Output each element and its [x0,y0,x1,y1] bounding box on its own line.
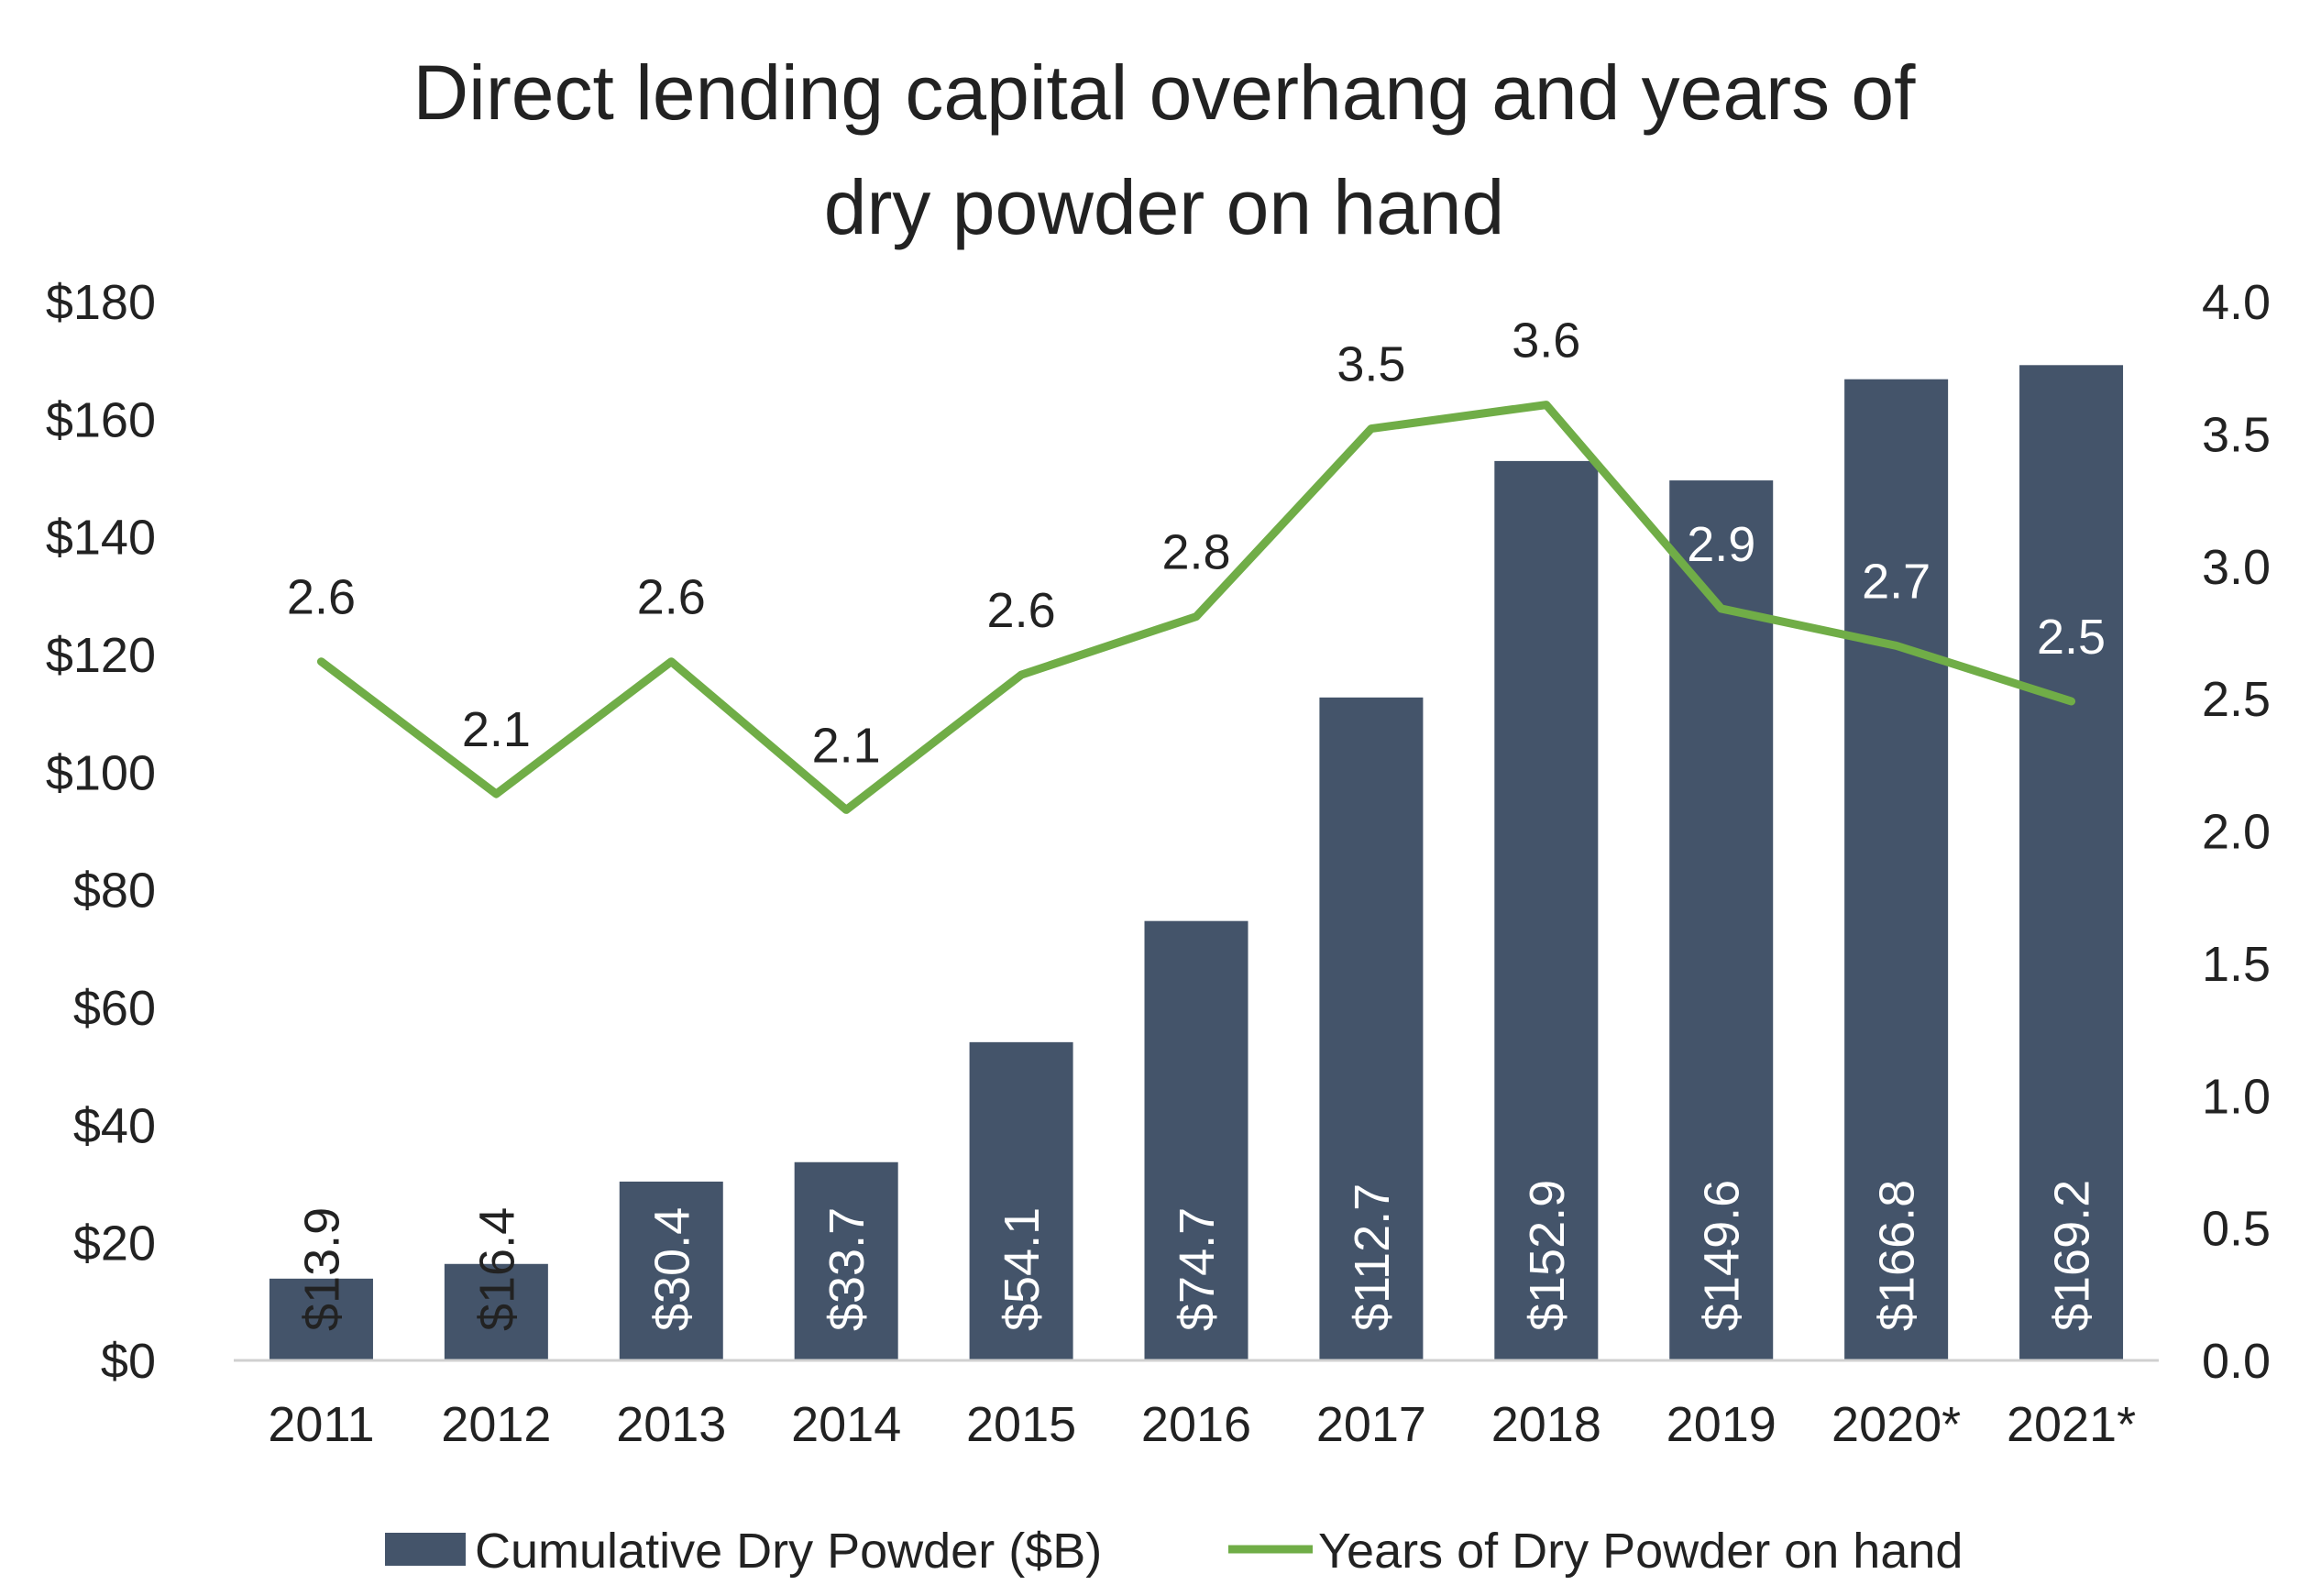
right-tick-label: 3.0 [2202,540,2271,595]
line-data-label: 2.6 [987,583,1056,638]
line-data-label: 2.8 [1161,525,1230,580]
x-category-label: 2016 [1141,1397,1251,1452]
legend-swatch-bar [385,1533,466,1566]
x-category-label: 2020* [1832,1397,1961,1452]
right-y-axis: 0.0 0.5 1.0 1.5 2.0 2.5 3.0 3.5 4.0 [2202,275,2271,1389]
left-tick-label: $100 [46,745,156,800]
right-tick-label: 0.5 [2202,1202,2271,1257]
line-data-label: 3.6 [1512,314,1580,369]
bar-data-label: $149.6 [1695,1180,1750,1331]
x-category-label: 2018 [1491,1397,1601,1452]
x-category-label: 2017 [1316,1397,1426,1452]
bar-data-labels: $13.9 $16.4 $30.4 $33.7 $54.1 $74.7 $112.7 $152… [294,1180,2099,1331]
left-tick-label: $120 [46,628,156,683]
right-tick-label: 4.0 [2202,275,2271,330]
legend-label-line: Years of Dry Powder on hand [1318,1524,1963,1579]
bar [969,1041,1073,1360]
left-tick-label: $40 [73,1098,156,1153]
left-tick-label: $160 [46,392,156,447]
right-tick-label: 1.0 [2202,1069,2271,1124]
bar [794,1161,898,1360]
bar [1844,379,1949,1361]
bar-data-label: $33.7 [820,1207,874,1331]
right-tick-label: 2.0 [2202,805,2271,860]
x-category-label: 2021* [2007,1397,2136,1452]
x-category-label: 2011 [268,1397,374,1452]
bar-series [269,365,2124,1361]
right-tick-label: 3.5 [2202,407,2271,462]
line-data-label: 2.7 [1862,554,1930,609]
left-tick-label: $140 [46,511,156,566]
legend: Cumulative Dry Powder ($B) Years of Dry … [385,1524,1963,1579]
x-category-label: 2013 [616,1397,726,1452]
line-series [316,401,2076,814]
x-category-label: 2015 [966,1397,1076,1452]
left-tick-label: $20 [73,1216,156,1271]
bar [619,1181,723,1360]
bar [1494,460,1599,1360]
bar [269,1278,373,1360]
legend-label-bar: Cumulative Dry Powder ($B) [475,1524,1102,1579]
line-data-label: 3.5 [1336,337,1405,392]
bar [1669,480,1774,1360]
bar-data-label: $30.4 [644,1207,699,1331]
right-tick-label: 2.5 [2202,672,2271,727]
chart-title-line-2: dry powder on hand [824,164,1505,250]
line-data-label: 2.5 [2037,610,2106,665]
left-tick-label: $0 [101,1334,156,1389]
line-data-label: 2.6 [287,570,356,625]
right-tick-label: 1.5 [2202,937,2271,992]
bar-data-label: $13.9 [294,1207,349,1331]
bar-data-label: $166.8 [1870,1180,1925,1331]
line-data-labels: 2.6 2.1 2.6 2.1 2.6 2.8 3.5 3.6 2.9 2.7 2.5 [287,314,2106,774]
bar [444,1263,548,1360]
bar-data-label: $16.4 [469,1207,524,1331]
bar-data-label: $152.9 [1520,1180,1575,1331]
bar-data-label: $169.2 [2045,1180,2100,1331]
bar-data-label: $74.7 [1170,1207,1225,1331]
chart-title-line-1: Direct lending capital overhang and year… [413,50,1917,136]
line-data-label: 2.1 [812,718,881,773]
bar [1144,920,1248,1360]
bar [2019,365,2124,1360]
line-data-label: 2.9 [1687,517,1755,572]
x-category-label: 2019 [1666,1397,1776,1452]
right-tick-label: 0.0 [2202,1334,2271,1389]
left-y-axis: $0 $20 $40 $60 $80 $100 $120 $140 $160 $180 [46,275,156,1389]
bar [1319,697,1424,1360]
bar-data-label: $112.7 [1345,1183,1400,1331]
line-data-label: 2.6 [637,570,706,625]
x-axis-categories: 2011 2012 2013 2014 2015 2016 2017 2018 2019 2020… [268,1397,2136,1452]
left-tick-label: $80 [73,864,156,919]
bar-data-label: $54.1 [995,1207,1050,1331]
x-category-label: 2014 [791,1397,901,1452]
left-tick-label: $180 [46,275,156,330]
line-path [316,401,2076,814]
line-data-label: 2.1 [462,702,531,757]
x-category-label: 2012 [441,1397,551,1452]
left-tick-label: $60 [73,981,156,1036]
